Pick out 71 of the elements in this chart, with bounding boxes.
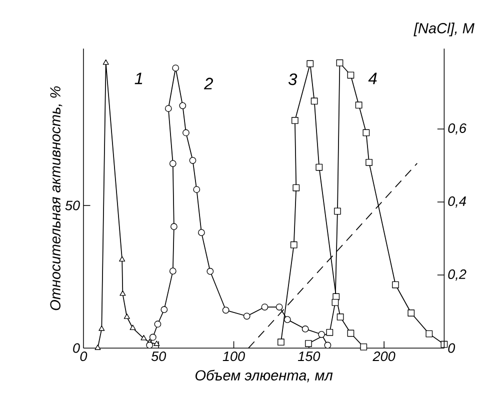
point [355,101,362,108]
point [198,228,205,236]
point [310,97,318,104]
point [130,324,136,330]
series-label: 1 [134,72,142,84]
point [366,158,372,166]
point [98,325,105,331]
point [334,208,341,214]
point [179,102,186,109]
point [169,267,176,274]
point [172,64,180,72]
series-label: 2 [204,78,213,90]
point [276,303,283,310]
series-label: 4 [368,72,377,84]
y2-tick-label: 0 [448,343,456,353]
point [154,340,160,346]
point [347,330,354,336]
x-tick-label: 200 [372,351,396,361]
point [306,60,314,67]
point [336,313,344,320]
point [426,330,433,338]
point [206,268,214,275]
point [164,104,172,112]
point [140,334,147,340]
point [94,344,101,350]
point [154,320,162,328]
series-label: 3 [288,73,298,85]
point [302,325,309,332]
point [292,184,300,192]
point [160,306,168,313]
point [284,316,291,323]
point [318,330,325,338]
point [408,309,415,316]
point [189,156,196,164]
point [305,340,312,347]
point [347,72,354,78]
point [324,342,332,348]
point [193,186,200,193]
point [278,338,284,346]
y2-axis-title: [NaCl], M [414,22,474,36]
point [292,116,298,124]
point [440,340,448,348]
point [170,222,178,230]
y-axis-title: Относительная активность, % [50,86,62,310]
point [332,298,339,306]
point [182,129,190,136]
y2-tick-label: 0,2 [448,269,466,280]
point [362,129,370,136]
point [336,59,344,66]
point [102,59,109,65]
point [120,290,126,296]
x-tick-label: 100 [222,351,245,361]
point [169,160,176,167]
point [261,303,268,310]
point [392,281,399,288]
point [119,256,126,262]
x-tick-label: 50 [151,351,166,361]
x-axis-title: Объем элюента, мл [196,370,333,382]
point [316,164,323,171]
point [290,241,298,248]
point [360,343,368,350]
x-tick-label: 0 [80,351,88,361]
point [146,342,154,348]
x-tick-label: 150 [298,351,320,361]
y2-tick-label: 0,4 [448,196,466,208]
point [222,306,230,314]
y2-tick-label: 0,6 [448,123,466,134]
point [149,334,156,340]
point [326,328,334,336]
point [124,313,130,319]
point [243,312,250,320]
